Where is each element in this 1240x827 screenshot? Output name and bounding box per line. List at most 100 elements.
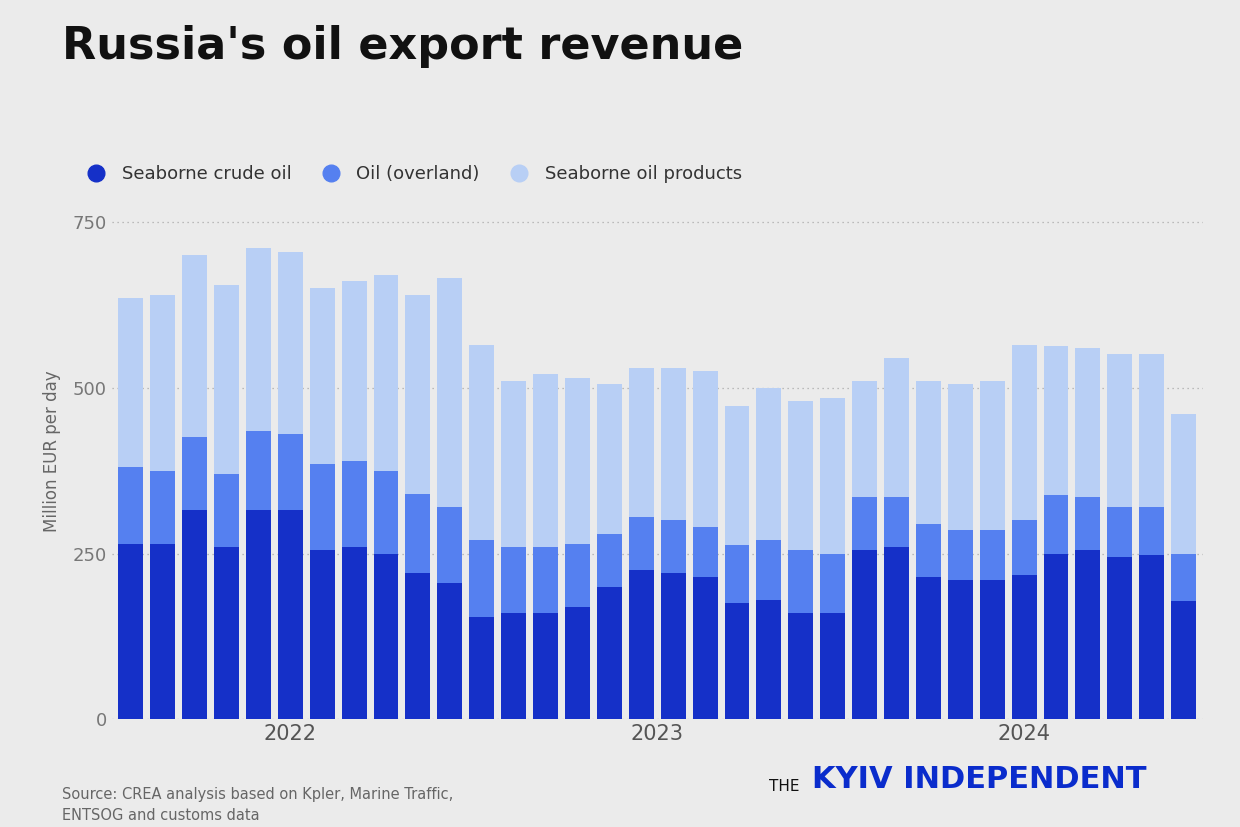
Bar xyxy=(533,614,558,719)
Bar xyxy=(789,401,813,550)
Bar xyxy=(947,385,972,530)
Bar xyxy=(724,604,749,719)
Bar xyxy=(852,381,877,497)
Bar xyxy=(1012,345,1037,520)
Bar xyxy=(182,510,207,719)
Text: Russia's oil export revenue: Russia's oil export revenue xyxy=(62,25,743,68)
Bar xyxy=(916,381,941,523)
Bar xyxy=(1044,346,1069,495)
Bar xyxy=(947,580,972,719)
Bar xyxy=(596,533,621,587)
Bar xyxy=(1075,550,1100,719)
Bar xyxy=(565,607,590,719)
Bar xyxy=(947,530,972,580)
Bar xyxy=(342,461,367,547)
Bar xyxy=(501,381,526,547)
Bar xyxy=(565,378,590,543)
Bar xyxy=(884,547,909,719)
Bar xyxy=(150,471,175,543)
Bar xyxy=(1075,348,1100,497)
Bar xyxy=(1107,355,1132,507)
Bar xyxy=(565,543,590,607)
Bar xyxy=(278,251,303,434)
Bar xyxy=(342,547,367,719)
Bar xyxy=(533,547,558,614)
Bar xyxy=(884,358,909,497)
Bar xyxy=(980,381,1004,530)
Bar xyxy=(629,368,653,517)
Bar xyxy=(405,573,430,719)
Bar xyxy=(246,431,270,510)
Text: THE: THE xyxy=(769,779,800,794)
Bar xyxy=(438,278,463,507)
Bar xyxy=(342,281,367,461)
Bar xyxy=(1172,414,1197,553)
Bar xyxy=(405,294,430,494)
Bar xyxy=(310,288,335,464)
Bar xyxy=(501,547,526,614)
Bar xyxy=(533,375,558,547)
Bar xyxy=(1012,575,1037,719)
Legend: Seaborne crude oil, Oil (overland), Seaborne oil products: Seaborne crude oil, Oil (overland), Seab… xyxy=(71,158,749,190)
Bar xyxy=(724,405,749,545)
Bar xyxy=(501,614,526,719)
Bar xyxy=(629,517,653,570)
Bar xyxy=(246,248,270,431)
Bar xyxy=(373,275,398,471)
Y-axis label: Million EUR per day: Million EUR per day xyxy=(43,370,61,532)
Bar xyxy=(724,545,749,604)
Bar xyxy=(980,530,1004,580)
Bar xyxy=(661,573,686,719)
Bar xyxy=(852,550,877,719)
Bar xyxy=(916,523,941,576)
Bar xyxy=(1140,355,1164,507)
Bar xyxy=(1140,555,1164,719)
Bar xyxy=(693,576,718,719)
Bar xyxy=(1075,497,1100,550)
Bar xyxy=(629,570,653,719)
Bar xyxy=(1172,553,1197,601)
Bar xyxy=(150,294,175,471)
Bar xyxy=(820,553,846,614)
Bar xyxy=(310,550,335,719)
Bar xyxy=(789,614,813,719)
Bar xyxy=(789,550,813,614)
Bar xyxy=(756,540,781,600)
Bar xyxy=(884,497,909,547)
Text: Source: CREA analysis based on Kpler, Marine Traffic,
ENTSOG and customs data: Source: CREA analysis based on Kpler, Ma… xyxy=(62,786,454,823)
Text: KYIV INDEPENDENT: KYIV INDEPENDENT xyxy=(812,765,1147,794)
Bar xyxy=(469,540,495,617)
Bar xyxy=(118,298,143,467)
Bar xyxy=(693,527,718,576)
Bar xyxy=(1044,553,1069,719)
Bar xyxy=(182,437,207,510)
Bar xyxy=(438,507,463,583)
Bar xyxy=(661,520,686,573)
Bar xyxy=(469,345,495,540)
Bar xyxy=(693,371,718,527)
Bar xyxy=(1012,520,1037,575)
Bar xyxy=(980,580,1004,719)
Bar xyxy=(852,497,877,550)
Bar xyxy=(373,471,398,553)
Bar xyxy=(1044,495,1069,553)
Bar xyxy=(246,510,270,719)
Bar xyxy=(1107,507,1132,557)
Bar xyxy=(661,368,686,520)
Bar xyxy=(1107,557,1132,719)
Bar xyxy=(756,600,781,719)
Bar xyxy=(118,543,143,719)
Bar xyxy=(310,464,335,550)
Bar xyxy=(596,587,621,719)
Bar xyxy=(215,547,239,719)
Bar xyxy=(820,398,846,553)
Bar xyxy=(150,543,175,719)
Bar xyxy=(916,576,941,719)
Bar xyxy=(215,284,239,474)
Bar xyxy=(215,474,239,547)
Bar xyxy=(278,510,303,719)
Bar xyxy=(405,494,430,573)
Bar xyxy=(1172,601,1197,719)
Bar xyxy=(596,385,621,533)
Bar xyxy=(469,617,495,719)
